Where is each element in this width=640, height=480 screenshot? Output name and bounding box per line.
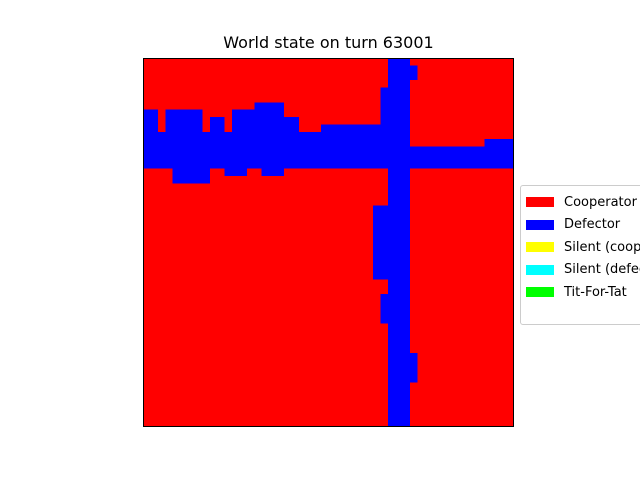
- defector-region-10: [209, 117, 225, 132]
- defector-region-16: [224, 168, 247, 177]
- defector-region-18: [291, 161, 299, 169]
- defector-region-6: [143, 131, 396, 169]
- legend-entry: Silent (defect): [526, 261, 640, 279]
- defector-region-19: [484, 139, 514, 147]
- defector-region-11: [232, 109, 255, 132]
- defector-region-15: [172, 168, 210, 184]
- defector-region-2: [373, 205, 388, 280]
- defector-region-14: [321, 124, 381, 132]
- legend-swatch: [526, 242, 554, 252]
- legend-swatch: [526, 219, 554, 230]
- legend-entry: Defector: [526, 216, 620, 234]
- defector-region-7: [395, 146, 514, 169]
- legend-swatch: [526, 197, 554, 207]
- defector-region-4: [387, 353, 418, 383]
- legend-label: Silent (coop): [564, 239, 640, 255]
- defector-region-1: [380, 87, 388, 162]
- plot-frame: [143, 58, 514, 427]
- defector-region-9: [165, 109, 203, 132]
- chart-title: World state on turn 63001: [223, 33, 434, 52]
- legend-label: Silent (defect): [564, 262, 640, 277]
- legend-swatch: [526, 264, 554, 275]
- defector-region-3: [380, 294, 388, 324]
- legend-label: Cooperator: [564, 194, 637, 210]
- defector-region-17: [261, 168, 284, 177]
- defector-region-8: [143, 109, 158, 132]
- world-state-heatmap: [143, 58, 514, 427]
- legend: Cooperator Defector Silent (coop) Silent (d…: [520, 185, 640, 325]
- defector-region-12: [254, 102, 284, 132]
- defector-region-5: [402, 65, 418, 81]
- legend-label: Defector: [564, 217, 621, 232]
- legend-swatch: [526, 287, 554, 297]
- cooperator-background: [143, 58, 514, 427]
- legend-entry: Cooperator: [526, 193, 637, 211]
- defector-region-20: [439, 146, 485, 154]
- legend-entry: Silent (coop): [526, 238, 640, 256]
- defector-region-13: [283, 117, 299, 132]
- legend-entry: Tit-For-Tat: [526, 283, 627, 301]
- legend-label: Tit-For-Tat: [564, 284, 627, 300]
